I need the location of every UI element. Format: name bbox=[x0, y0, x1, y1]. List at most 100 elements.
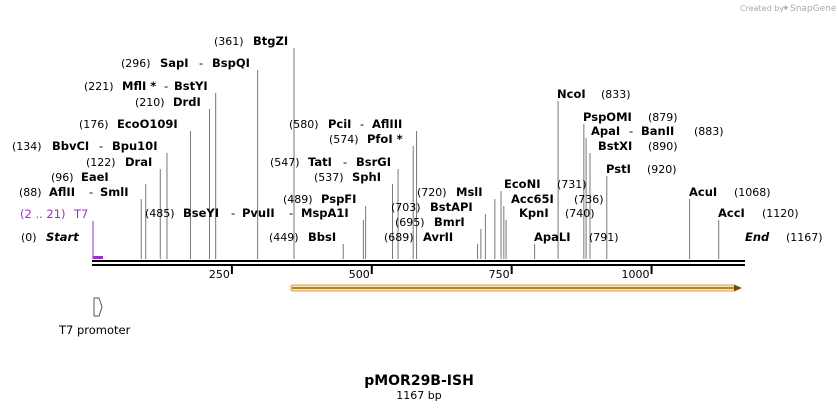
site-pos: (122) bbox=[86, 156, 116, 169]
site-name[interactable]: AflII bbox=[49, 185, 75, 199]
site-name[interactable]: DraI bbox=[125, 155, 152, 169]
site-name[interactable]: BspQI bbox=[212, 56, 250, 70]
site-name[interactable]: BtgZI bbox=[253, 34, 288, 48]
site-name[interactable]: BanII bbox=[641, 124, 674, 138]
axis-tick-label: 250 bbox=[209, 268, 230, 281]
site-name[interactable]: SphI bbox=[352, 170, 381, 184]
site-name[interactable]: BsrGI bbox=[356, 155, 391, 169]
site-name[interactable]: BstYI bbox=[174, 79, 208, 93]
site-name[interactable]: BbsI bbox=[308, 230, 336, 244]
site-name[interactable]: PstI bbox=[606, 162, 631, 176]
site-name[interactable]: DrdI bbox=[173, 95, 201, 109]
axis-tick-label: 1000 bbox=[622, 268, 650, 281]
start-label: Start bbox=[46, 230, 79, 244]
site-pos: (221) bbox=[84, 80, 114, 93]
axis-tick-label: 500 bbox=[349, 268, 370, 281]
site-sep: - bbox=[99, 139, 103, 153]
site-pos: (449) bbox=[269, 231, 299, 244]
site-sep: - bbox=[231, 206, 235, 220]
site-pos: (489) bbox=[283, 193, 313, 206]
site-name[interactable]: MspA1I bbox=[301, 206, 349, 220]
orf-feature[interactable] bbox=[290, 284, 742, 292]
site-pos: (791) bbox=[589, 231, 619, 244]
site-name[interactable]: ApaLI bbox=[534, 230, 571, 244]
site-name[interactable]: EaeI bbox=[81, 170, 109, 184]
site-pos: (210) bbox=[135, 96, 165, 109]
site-sep: - bbox=[360, 117, 364, 131]
site-name[interactable]: PvuII bbox=[242, 206, 275, 220]
end-label: End bbox=[745, 230, 770, 244]
site-pos: (879) bbox=[648, 111, 678, 124]
site-sep: - bbox=[89, 185, 93, 199]
t7-range: (2 .. 21) bbox=[20, 207, 66, 221]
site-name[interactable]: AcuI bbox=[689, 185, 717, 199]
site-pos: (736) bbox=[574, 193, 604, 206]
axis-ticks: 250 500 750 1000 bbox=[209, 266, 653, 281]
site-pos: (485) bbox=[145, 207, 175, 220]
site-name[interactable]: BstXI bbox=[598, 139, 632, 153]
site-pos: (1120) bbox=[762, 207, 799, 220]
end-position: (1167) bbox=[786, 231, 823, 244]
site-name[interactable]: SmlI bbox=[100, 185, 129, 199]
site-name[interactable]: PciI bbox=[328, 117, 351, 131]
site-pos: (574) bbox=[329, 133, 359, 146]
site-connectors bbox=[140, 48, 720, 259]
orf-arrow-head bbox=[734, 284, 742, 292]
site-labels: (88) AflII - SmlI (96) EaeI (122) DraI (… bbox=[12, 34, 799, 244]
site-pos: (537) bbox=[314, 171, 344, 184]
site-name[interactable]: Bpu10I bbox=[112, 139, 157, 153]
site-pos: (890) bbox=[648, 140, 678, 153]
site-pos: (580) bbox=[289, 118, 319, 131]
site-pos: (176) bbox=[79, 118, 109, 131]
site-sep: - bbox=[164, 79, 168, 93]
site-name[interactable]: NcoI bbox=[557, 87, 586, 101]
site-sep: - bbox=[629, 124, 633, 138]
site-name[interactable]: MslI bbox=[456, 185, 483, 199]
site-name[interactable]: BmrI bbox=[434, 215, 465, 229]
t7-feature[interactable]: (2 .. 21) T7 bbox=[20, 207, 103, 259]
map-length: 1167 bp bbox=[396, 389, 441, 402]
site-pos: (96) bbox=[51, 171, 74, 184]
site-pos: (703) bbox=[391, 201, 421, 214]
site-name[interactable]: ApaI bbox=[591, 124, 620, 138]
site-name[interactable]: AflIII bbox=[372, 117, 402, 131]
site-name[interactable]: BstAPI bbox=[430, 200, 473, 214]
site-pos: (547) bbox=[270, 156, 300, 169]
site-sep: - bbox=[343, 155, 347, 169]
site-sep: - bbox=[199, 56, 203, 70]
t7-label[interactable]: T7 bbox=[73, 207, 88, 221]
start-position: (0) bbox=[21, 231, 37, 244]
site-pos: (731) bbox=[557, 178, 587, 191]
site-name[interactable]: PspFI bbox=[321, 192, 356, 206]
site-name[interactable]: TatI bbox=[308, 155, 332, 169]
site-pos: (361) bbox=[214, 35, 244, 48]
site-name[interactable]: PspOMI bbox=[583, 110, 632, 124]
site-pos: (689) bbox=[384, 231, 414, 244]
map-title: pMOR29B-ISH bbox=[364, 373, 474, 389]
site-name[interactable]: Acc65I bbox=[511, 192, 554, 206]
t7-promoter-label: T7 promoter bbox=[58, 323, 131, 337]
t7-promoter-arrow-icon[interactable] bbox=[93, 297, 103, 317]
site-name[interactable]: PfoI * bbox=[367, 132, 403, 146]
site-pos: (720) bbox=[417, 186, 447, 199]
credit-brand[interactable]: SnapGene bbox=[790, 4, 837, 14]
site-name[interactable]: MflI * bbox=[122, 79, 156, 93]
site-name[interactable]: EcoO109I bbox=[117, 117, 178, 131]
site-pos: (695) bbox=[395, 216, 425, 229]
site-name[interactable]: BbvCI bbox=[52, 139, 89, 153]
site-name[interactable]: AccI bbox=[718, 206, 745, 220]
site-pos: (1068) bbox=[734, 186, 771, 199]
t7-promoter-feature[interactable]: T7 promoter bbox=[58, 297, 131, 337]
site-name[interactable]: BseYI bbox=[183, 206, 219, 220]
site-pos: (88) bbox=[19, 186, 42, 199]
site-pos: (296) bbox=[121, 57, 151, 70]
site-sep: - bbox=[289, 206, 293, 220]
site-name[interactable]: SapI bbox=[160, 56, 189, 70]
site-name[interactable]: EcoNI bbox=[504, 177, 540, 191]
site-name[interactable]: KpnI bbox=[519, 206, 549, 220]
site-name[interactable]: AvrII bbox=[423, 230, 453, 244]
t7-mark[interactable] bbox=[93, 256, 103, 259]
sequence-backbone bbox=[92, 260, 745, 266]
credit-prefix: Created by bbox=[740, 4, 784, 13]
